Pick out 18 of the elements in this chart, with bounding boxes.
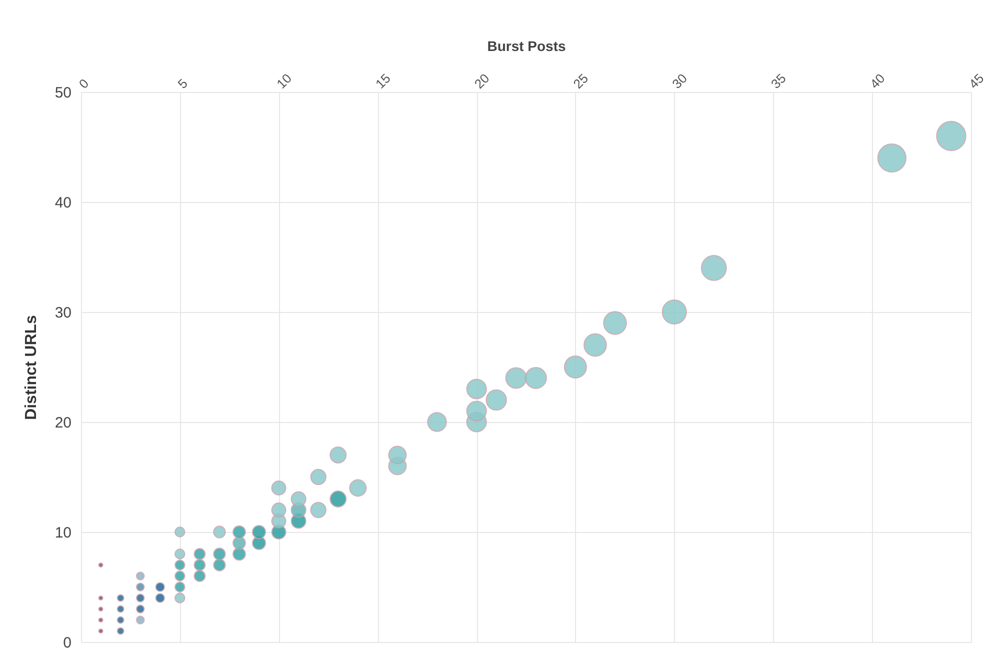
y-axis-title: Distinct URLs <box>22 314 40 420</box>
y-tick-label: 10 <box>54 524 72 542</box>
x-tick-label: 5 <box>174 76 190 92</box>
y-tick-label: 40 <box>54 194 72 212</box>
y-tick-label: 20 <box>54 414 72 432</box>
x-axis-title: Burst Posts <box>487 38 566 54</box>
y-tick-label: 50 <box>54 84 72 102</box>
x-tick-label: 25 <box>570 70 592 92</box>
x-tick-label: 20 <box>471 70 492 92</box>
x-tick-label: 15 <box>372 70 394 92</box>
y-tick-label: 30 <box>54 304 72 322</box>
x-tick-label: 45 <box>966 70 987 92</box>
x-tick-label: 10 <box>274 70 294 92</box>
y-tick-label: 0 <box>63 634 72 648</box>
x-tick-label: 30 <box>669 70 690 92</box>
x-tick-label: 40 <box>866 70 888 92</box>
x-tick-label: 0 <box>76 76 92 92</box>
x-tick-label: 35 <box>768 70 789 92</box>
